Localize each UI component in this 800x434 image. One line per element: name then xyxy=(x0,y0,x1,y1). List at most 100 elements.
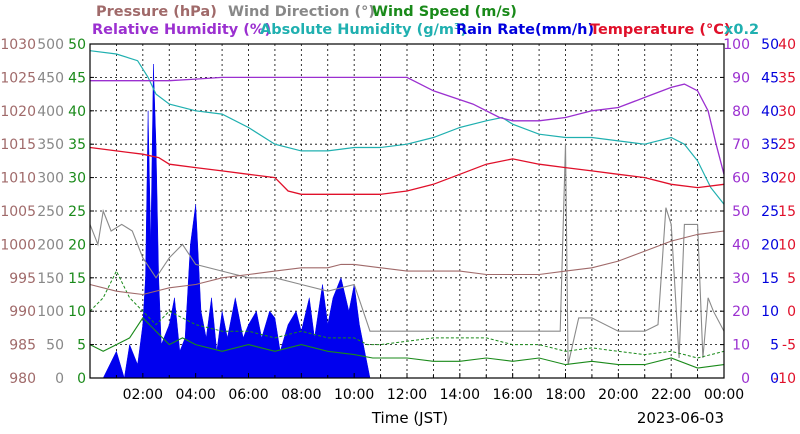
legend-rh: Relative Humidity (%) xyxy=(92,22,271,38)
left-tick-wspd: 5 xyxy=(77,338,86,354)
left-tick-pressure: 1025 xyxy=(0,70,36,86)
right-tick-rain: 15 xyxy=(761,271,779,287)
left-tick-wspd: 20 xyxy=(68,237,86,253)
right-tick-rain: 25 xyxy=(761,204,779,220)
legend-row-2: Relative Humidity (%)Absolute Humidity (… xyxy=(92,22,759,38)
left-tick-wdir: 400 xyxy=(37,104,64,120)
legend-x02: x0.2 xyxy=(724,22,759,38)
right-tick-rh: 70 xyxy=(732,137,750,153)
left-tick-pressure: 990 xyxy=(9,304,36,320)
x-tick-label: 16:00 xyxy=(492,387,532,403)
right-tick-rh: 20 xyxy=(732,304,750,320)
right-tick-temp: 10 xyxy=(778,237,796,253)
left-tick-wspd: 10 xyxy=(68,304,86,320)
left-tick-pressure: 980 xyxy=(9,371,36,387)
right-tick-temp: 35 xyxy=(778,70,796,86)
series-wind-gust xyxy=(89,269,725,359)
left-tick-wspd: 15 xyxy=(68,271,86,287)
x-tick-label: 14:00 xyxy=(440,387,480,403)
left-tick-pressure: 1010 xyxy=(0,171,36,187)
right-tick-rh: 80 xyxy=(732,104,750,120)
x-tick-label: 22:00 xyxy=(651,387,691,403)
right-tick-rain: 20 xyxy=(761,237,779,253)
right-tick-temp: 15 xyxy=(778,204,796,220)
left-tick-wdir: 500 xyxy=(37,37,64,53)
right-tick-rain: 50 xyxy=(761,37,779,53)
x-tick-label: 00:00 xyxy=(704,387,744,403)
right-tick-rain: 0 xyxy=(770,371,779,387)
right-tick-rh: 100 xyxy=(723,37,750,53)
left-tick-pressure: 985 xyxy=(9,338,36,354)
left-tick-wspd: 0 xyxy=(77,371,86,387)
left-tick-wspd: 50 xyxy=(68,37,86,53)
right-tick-temp: -5 xyxy=(782,338,796,354)
left-tick-wdir: 200 xyxy=(37,237,64,253)
x-axis-label: Time (JST) xyxy=(371,409,448,427)
series-wind-direction xyxy=(89,144,725,365)
right-tick-rh: 30 xyxy=(732,271,750,287)
right-tick-rh: 50 xyxy=(732,204,750,220)
left-tick-wdir: 150 xyxy=(37,271,64,287)
legend-pressure: Pressure (hPa) xyxy=(96,4,217,20)
right-tick-rh: 10 xyxy=(732,338,750,354)
date-label: 2023-06-03 xyxy=(637,409,724,427)
right-tick-rain: 40 xyxy=(761,104,779,120)
x-tick-label: 18:00 xyxy=(545,387,585,403)
left-axes: 1030102510201015101010051000995990985980… xyxy=(0,37,86,387)
series-temperature xyxy=(89,146,725,195)
x-tick-label: 20:00 xyxy=(598,387,638,403)
left-tick-wspd: 30 xyxy=(68,171,86,187)
left-tick-wdir: 50 xyxy=(46,338,64,354)
right-tick-temp: 25 xyxy=(778,137,796,153)
x-tick-label: 06:00 xyxy=(228,387,268,403)
left-tick-wdir: 450 xyxy=(37,70,64,86)
legend-wdir: Wind Direction (°) xyxy=(228,4,375,20)
x-tick-label: 02:00 xyxy=(123,387,163,403)
right-tick-rh: 0 xyxy=(741,371,750,387)
right-tick-rh: 40 xyxy=(732,237,750,253)
legend-wspd: Wind Speed (m/s) xyxy=(372,4,517,20)
right-axes: 1009080706050403020100504540353025201510… xyxy=(723,37,796,387)
left-tick-pressure: 1015 xyxy=(0,137,36,153)
x-tick-label: 12:00 xyxy=(387,387,427,403)
series-relative-humidity xyxy=(90,76,725,175)
right-tick-rain: 35 xyxy=(761,137,779,153)
right-tick-temp: -10 xyxy=(773,371,796,387)
left-tick-wdir: 350 xyxy=(37,137,64,153)
x-tick-label: 04:00 xyxy=(175,387,215,403)
right-tick-rh: 60 xyxy=(732,171,750,187)
series-rain-rate xyxy=(90,63,724,379)
legend-ah: Absolute Humidity (g/m³) xyxy=(260,22,467,38)
left-tick-pressure: 995 xyxy=(9,271,36,287)
right-tick-rain: 30 xyxy=(761,171,779,187)
left-tick-wdir: 250 xyxy=(37,204,64,220)
left-tick-wspd: 35 xyxy=(68,137,86,153)
left-tick-wdir: 0 xyxy=(55,371,64,387)
right-tick-temp: 30 xyxy=(778,104,796,120)
right-tick-temp: 20 xyxy=(778,171,796,187)
right-tick-rh: 90 xyxy=(732,70,750,86)
series-pressure xyxy=(89,230,725,296)
plot-area xyxy=(89,43,725,379)
right-tick-temp: 0 xyxy=(787,304,796,320)
left-tick-pressure: 1005 xyxy=(0,204,36,220)
series-absolute-humidity xyxy=(89,50,725,205)
left-tick-pressure: 1000 xyxy=(0,237,36,253)
left-tick-wdir: 100 xyxy=(37,304,64,320)
left-tick-wspd: 25 xyxy=(68,204,86,220)
left-tick-pressure: 1030 xyxy=(0,37,36,53)
left-tick-wspd: 45 xyxy=(68,70,86,86)
right-tick-temp: 5 xyxy=(787,271,796,287)
right-tick-temp: 40 xyxy=(778,37,796,53)
right-tick-rain: 10 xyxy=(761,304,779,320)
legend-rain: Rain Rate(mm/h) xyxy=(456,22,594,38)
legend-temp: Temperature (°C) xyxy=(590,22,731,38)
right-tick-rain: 45 xyxy=(761,70,779,86)
left-tick-pressure: 1020 xyxy=(0,104,36,120)
x-tick-label: 08:00 xyxy=(281,387,321,403)
x-tick-label: 10:00 xyxy=(334,387,374,403)
legend-row-1: Pressure (hPa) Wind Direction (°)Wind Spe… xyxy=(96,4,517,20)
left-tick-wdir: 300 xyxy=(37,171,64,187)
right-tick-rain: 5 xyxy=(770,338,779,354)
